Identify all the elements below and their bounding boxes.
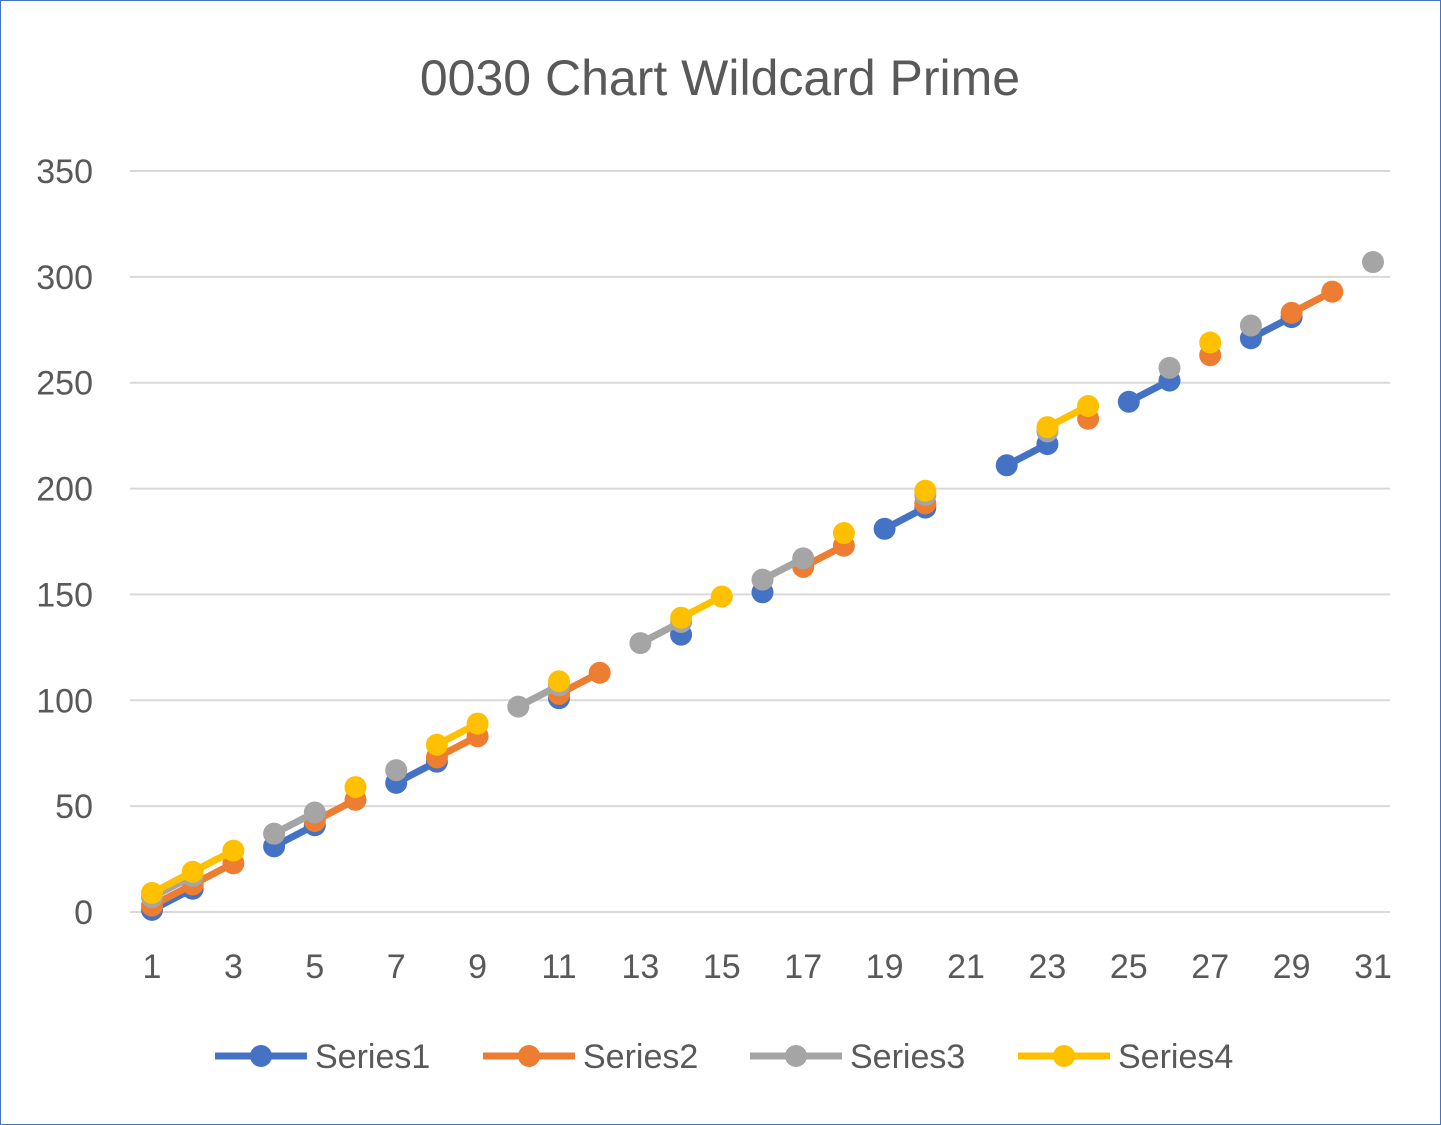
x-tick-label: 23 — [1028, 948, 1066, 986]
data-point — [832, 522, 855, 545]
data-point — [385, 759, 408, 782]
y-tick-label: 150 — [36, 576, 93, 614]
x-tick-label: 5 — [305, 948, 324, 986]
x-tick-label: 29 — [1273, 948, 1311, 986]
y-axis-ticks: 0 50 100 150 200 250 300 350 — [36, 153, 93, 932]
y-tick-label: 50 — [55, 788, 93, 826]
legend-item: Series4 — [1018, 1038, 1233, 1076]
data-point — [181, 860, 204, 883]
y-tick-label: 300 — [36, 259, 93, 297]
series-3 — [141, 251, 1384, 909]
data-point — [1077, 395, 1100, 418]
series-layer — [141, 251, 1384, 921]
data-point — [507, 695, 530, 718]
data-point — [303, 801, 326, 824]
data-point — [263, 822, 286, 845]
legend-marker — [1053, 1045, 1075, 1067]
x-tick-label: 3 — [224, 948, 243, 986]
data-point — [141, 881, 163, 904]
x-tick-label: 17 — [784, 948, 822, 986]
x-tick-label: 21 — [947, 948, 985, 986]
data-point — [1199, 331, 1222, 354]
data-point — [792, 547, 815, 570]
legend: Series1 Series2 Series3 Series4 — [215, 1038, 1233, 1076]
x-tick-label: 11 — [541, 948, 576, 986]
data-point — [751, 568, 774, 591]
x-tick-label: 15 — [703, 948, 741, 986]
legend-marker — [250, 1045, 272, 1067]
data-point — [1036, 416, 1059, 439]
data-point — [995, 454, 1018, 477]
x-tick-label: 25 — [1110, 948, 1148, 986]
y-tick-label: 0 — [74, 894, 93, 932]
legend-label: Series2 — [583, 1038, 698, 1076]
data-point — [1117, 390, 1140, 413]
x-tick-label: 13 — [621, 948, 659, 986]
data-point — [1239, 314, 1262, 337]
gridlines — [130, 170, 1390, 913]
x-tick-label: 9 — [468, 948, 487, 986]
chart-title: 0030 Chart Wildcard Prime — [420, 50, 1020, 106]
legend-item: Series2 — [483, 1038, 698, 1076]
y-tick-label: 350 — [36, 153, 93, 191]
legend-marker — [785, 1045, 807, 1067]
y-tick-label: 100 — [36, 682, 93, 720]
x-tick-label: 7 — [387, 948, 406, 986]
y-tick-label: 250 — [36, 365, 93, 403]
data-point — [425, 733, 448, 756]
data-point — [873, 517, 896, 540]
legend-item: Series1 — [215, 1038, 430, 1076]
x-axis-ticks: 1 3 5 7 9 11 13 15 17 19 21 23 25 27 29 31 — [143, 948, 1392, 986]
data-point — [710, 585, 733, 608]
data-point — [914, 479, 937, 502]
legend-label: Series1 — [315, 1038, 430, 1076]
legend-label: Series3 — [850, 1038, 965, 1076]
y-tick-label: 200 — [36, 471, 93, 509]
data-point — [222, 839, 245, 862]
x-tick-label: 19 — [866, 948, 904, 986]
x-tick-label: 27 — [1191, 948, 1229, 986]
data-point — [1158, 356, 1181, 379]
x-tick-label: 1 — [143, 948, 162, 986]
data-point — [588, 661, 611, 684]
x-tick-label: 31 — [1354, 948, 1392, 986]
series-4 — [141, 331, 1222, 904]
data-point — [1362, 251, 1384, 274]
data-point — [1280, 301, 1303, 324]
legend-marker — [518, 1045, 540, 1067]
data-point — [670, 606, 693, 629]
data-point — [629, 632, 652, 655]
data-point — [344, 776, 367, 799]
legend-item: Series3 — [750, 1038, 965, 1076]
legend-label: Series4 — [1118, 1038, 1233, 1076]
data-point — [466, 712, 489, 735]
data-point — [548, 670, 570, 693]
data-point — [1321, 280, 1344, 303]
